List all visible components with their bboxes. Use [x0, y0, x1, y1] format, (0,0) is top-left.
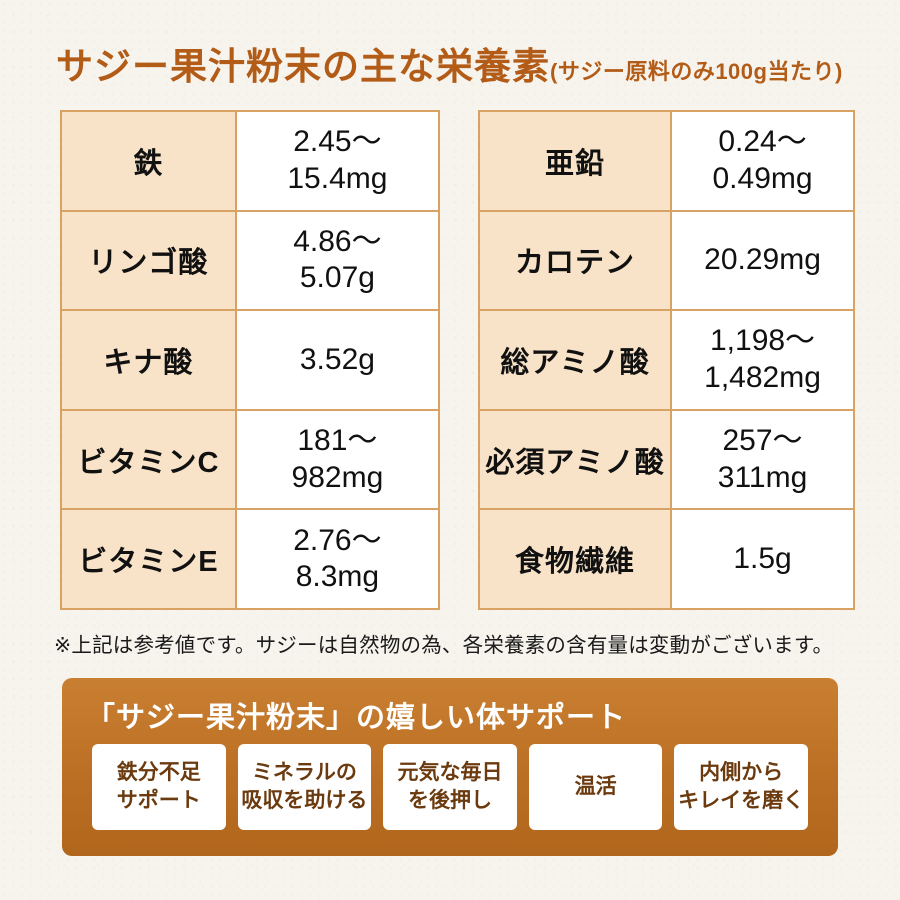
nutrient-label: 食物繊維: [480, 510, 673, 608]
nutrient-label: 鉄: [62, 112, 237, 210]
page-title-main: サジー果汁粉末の主な栄養素: [56, 46, 550, 87]
table-row: ビタミンE 2.76〜 8.3mg: [62, 510, 438, 608]
nutrient-value: 20.29mg: [672, 211, 853, 310]
nutrient-label: キナ酸: [62, 311, 237, 409]
table-row: ビタミンC 181〜 982mg: [62, 410, 438, 511]
page-title: サジー果汁粉末の主な栄養素(サジー原料のみ100g当たり): [56, 36, 843, 90]
nutrient-label: 亜鉛: [480, 112, 673, 210]
nutrient-label: ビタミンC: [62, 410, 237, 509]
support-box-list: 鉄分不足 サポート ミネラルの 吸収を助ける 元気な毎日 を後押し 温活 内側か…: [92, 744, 808, 830]
nutrition-table-left: 鉄 2.45〜 15.4mg リンゴ酸 4.86〜 5.07g キナ酸 3.52…: [60, 110, 440, 610]
table-row: 亜鉛 0.24〜 0.49mg: [480, 112, 853, 212]
nutrient-value: 2.45〜 15.4mg: [236, 112, 438, 210]
nutrient-label: リンゴ酸: [62, 211, 237, 310]
table-row: 食物繊維 1.5g: [480, 510, 853, 608]
support-box-warmth: 温活: [528, 744, 663, 830]
nutrient-label: 総アミノ酸: [480, 311, 673, 409]
support-box-beauty: 内側から キレイを磨く: [674, 744, 808, 830]
table-row: カロテン 20.29mg: [480, 211, 853, 312]
table-row: 必須アミノ酸 257〜 311mg: [480, 410, 853, 511]
support-box-mineral: ミネラルの 吸収を助ける: [237, 744, 372, 830]
page-title-sub: (サジー原料のみ100g当たり): [550, 59, 843, 84]
nutrient-label: カロテン: [480, 211, 673, 310]
support-panel: 「サジー果汁粉末」の嬉しい体サポート 鉄分不足 サポート ミネラルの 吸収を助け…: [62, 678, 838, 856]
nutrient-value: 0.24〜 0.49mg: [672, 112, 853, 210]
table-row: 総アミノ酸 1,198〜 1,482mg: [480, 311, 853, 411]
nutrient-value: 4.86〜 5.07g: [236, 211, 438, 310]
reference-note: ※上記は参考値です。サジーは自然物の為、各栄養素の含有量は変動がございます。: [54, 634, 834, 657]
support-panel-heading: 「サジー果汁粉末」の嬉しい体サポート: [86, 702, 627, 734]
nutrient-label: 必須アミノ酸: [480, 410, 673, 509]
nutrient-value: 3.52g: [236, 311, 438, 409]
nutrient-value: 257〜 311mg: [672, 410, 853, 509]
nutrition-table-right: 亜鉛 0.24〜 0.49mg カロテン 20.29mg 総アミノ酸 1,198…: [478, 110, 855, 610]
nutrient-value: 181〜 982mg: [236, 410, 438, 509]
nutrient-value: 1,198〜 1,482mg: [672, 311, 853, 409]
support-box-energy: 元気な毎日 を後押し: [383, 744, 517, 830]
table-row: リンゴ酸 4.86〜 5.07g: [62, 211, 438, 312]
table-row: 鉄 2.45〜 15.4mg: [62, 112, 438, 212]
support-box-iron: 鉄分不足 サポート: [92, 744, 226, 830]
nutrient-label: ビタミンE: [62, 510, 237, 608]
table-row: キナ酸 3.52g: [62, 311, 438, 411]
nutrient-value: 2.76〜 8.3mg: [236, 510, 438, 608]
nutrient-value: 1.5g: [672, 510, 853, 608]
